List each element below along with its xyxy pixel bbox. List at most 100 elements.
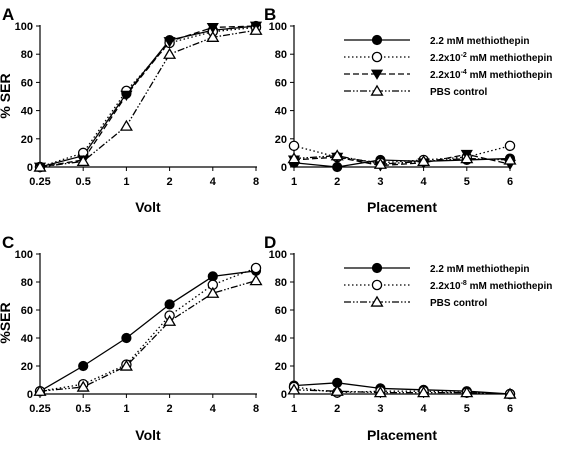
x-tick-label-c: 2 (167, 403, 173, 415)
data-point-a-4 (119, 119, 133, 131)
data-point-a-4 (76, 154, 90, 167)
data-point-b-2 (288, 140, 300, 152)
y-tick-label-d: 100 (269, 249, 287, 261)
y-tick-label-c: 20 (21, 361, 33, 373)
y-tick-label-c: 40 (21, 333, 33, 345)
data-point-c-1 (121, 332, 132, 344)
x-tick-label-a: 1 (123, 176, 129, 188)
series-line-a-3 (39, 25, 257, 168)
legend-d: 2.2 mM methiothepin 2.2x10-8 mM methiothe… (344, 262, 552, 309)
legend-label-b-1: 2.2 mM methiothepin (430, 36, 529, 47)
series-a-1 (34, 20, 262, 173)
x-axis-label-b: Placement (367, 199, 437, 215)
series-a-3 (33, 21, 263, 173)
x-tick-label-b: 4 (421, 176, 428, 188)
data-point-d-3 (503, 387, 517, 399)
data-point-b-4 (287, 152, 301, 164)
data-point-c-3 (206, 286, 220, 298)
x-tick-label-a: 0.5 (76, 176, 91, 188)
x-tick-label-c: 8 (253, 403, 259, 415)
series-a-4 (33, 23, 263, 172)
series-line-a-4 (39, 29, 257, 168)
data-point-b-4 (503, 153, 517, 165)
data-point-d-3 (460, 386, 474, 398)
legend-marker-b-4 (370, 84, 384, 96)
y-tick-label-c: 80 (21, 277, 33, 289)
y-tick-label-d: 40 (275, 333, 287, 345)
panel-a: A 0 20 40 60 80 100 0.25 0.5 1 2 4 8 Volt % SER (0, 5, 263, 215)
data-point-c-1 (164, 299, 175, 310)
series-c-2 (34, 262, 262, 397)
panel-d: D 0 20 40 60 80 100 1 2 3 4 5 6 Placement 2.2 mM methi… (264, 233, 552, 443)
panel-letter-b: B (264, 5, 276, 24)
y-axis-label-a: % SER (0, 73, 13, 118)
legend-label-d-3: PBS control (430, 298, 487, 309)
legend-marker-d-1 (371, 262, 383, 274)
series-d-1 (288, 377, 516, 400)
data-point-b-2 (504, 140, 516, 152)
y-tick-label-b: 20 (275, 134, 287, 146)
legend-label-b-2: 2.2x10-2 mM methiothepin (430, 52, 552, 64)
y-tick-label-a: 20 (21, 134, 33, 146)
legend-marker-b-3 (370, 69, 384, 80)
series-line-b-2 (293, 145, 511, 164)
data-point-d-3 (330, 384, 344, 396)
y-tick-label-c: 100 (15, 249, 33, 261)
series-line-a-1 (39, 25, 257, 168)
data-point-a-3 (206, 23, 219, 34)
x-axis-label-c: Volt (135, 427, 161, 443)
data-point-c-3 (119, 359, 133, 371)
series-line-d-3 (293, 389, 511, 395)
panel-letter-a: A (2, 5, 14, 24)
data-point-c-1 (78, 360, 89, 372)
data-point-b-4 (330, 149, 344, 161)
data-point-c-3 (163, 314, 177, 326)
data-point-c-3 (33, 384, 47, 396)
x-tick-label-d: 3 (377, 403, 383, 415)
panel-letter-c: C (2, 233, 14, 252)
y-tick-label-a: 60 (21, 77, 33, 89)
series-c-1 (34, 265, 262, 397)
data-point-a-4 (249, 23, 263, 35)
series-b-2 (288, 140, 516, 169)
x-tick-label-c: 0.5 (76, 403, 91, 415)
y-tick-label-b: 100 (269, 21, 287, 33)
data-point-a-3 (120, 90, 133, 102)
legend-marker-b-2 (371, 51, 383, 63)
y-axis-label-c: %SER (0, 302, 13, 343)
panel-c: C 0 20 40 60 80 100 0.25 0.5 1 2 4 8 Volt %SER (0, 233, 263, 443)
x-tick-label-a: 8 (253, 176, 259, 188)
x-tick-label-d: 4 (421, 403, 428, 415)
series-line-d-1 (293, 382, 511, 395)
data-point-d-3 (417, 386, 431, 398)
y-tick-label-c: 0 (27, 389, 33, 401)
x-tick-label-a: 0.25 (29, 176, 50, 188)
series-line-c-1 (39, 270, 257, 392)
y-tick-label-b: 40 (275, 106, 287, 118)
x-tick-label-d: 5 (464, 403, 470, 415)
data-point-a-4 (33, 160, 47, 172)
x-tick-label-d: 1 (291, 403, 297, 415)
y-tick-label-c: 60 (21, 305, 33, 317)
panel-letter-d: D (264, 233, 276, 252)
data-point-a-3 (163, 37, 176, 48)
data-point-a-4 (206, 30, 220, 42)
data-point-c-3 (76, 380, 90, 392)
series-b-4 (287, 149, 517, 169)
legend-label-b-3: 2.2x10-4 mM methiothepin (430, 69, 552, 81)
data-point-b-1 (332, 161, 343, 173)
y-tick-label-b: 60 (275, 77, 287, 89)
x-tick-label-d: 2 (334, 403, 340, 415)
y-tick-label-a: 80 (21, 49, 33, 61)
x-tick-label-c: 1 (123, 403, 129, 415)
x-tick-label-d: 6 (507, 403, 513, 415)
y-tick-label-b: 0 (281, 162, 287, 174)
data-point-b-4 (460, 152, 474, 164)
y-tick-label-d: 20 (275, 361, 287, 373)
y-tick-label-a: 0 (27, 162, 33, 174)
y-tick-label-b: 80 (275, 49, 287, 61)
x-tick-label-b: 5 (464, 176, 470, 188)
x-tick-label-b: 6 (507, 176, 513, 188)
x-tick-label-b: 1 (291, 176, 297, 188)
